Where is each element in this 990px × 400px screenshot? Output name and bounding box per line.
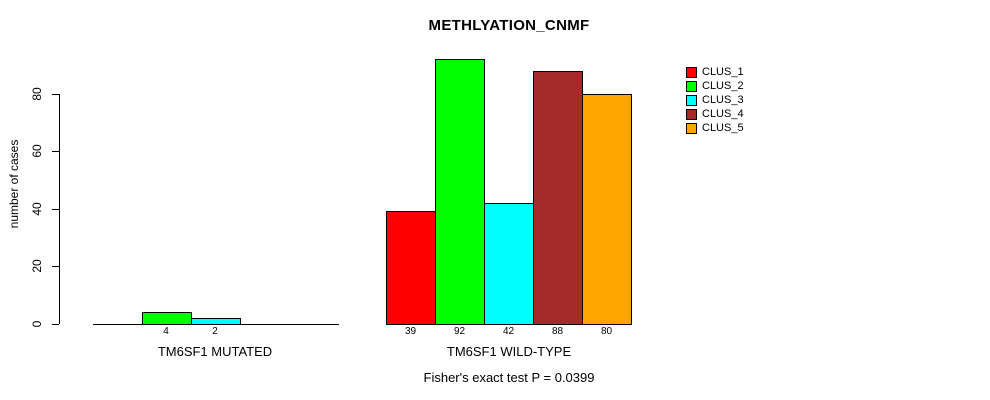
legend-swatch-icon bbox=[686, 94, 697, 106]
bar-value-label: 92 bbox=[453, 326, 466, 337]
bar-value-label: 2 bbox=[212, 326, 218, 337]
bar-clus_5 bbox=[582, 93, 632, 325]
legend-entry-clus_4: CLUS_4 bbox=[686, 108, 744, 122]
y-axis-tick-label: 40 bbox=[30, 201, 44, 216]
bar-value-label: 42 bbox=[502, 326, 515, 337]
legend-swatch-icon bbox=[686, 80, 697, 92]
y-axis-tick-label: 80 bbox=[30, 86, 44, 101]
legend: CLUS_1 CLUS_2 CLUS_3 CLUS_4 CLUS_5 bbox=[686, 65, 744, 136]
y-axis-tick bbox=[51, 323, 59, 325]
legend-label: CLUS_4 bbox=[702, 108, 744, 121]
bar-clus_4 bbox=[533, 70, 583, 325]
bar-value-label: 88 bbox=[551, 326, 564, 337]
y-axis-tick-label: 20 bbox=[30, 259, 44, 273]
y-axis-tick-label: 0 bbox=[30, 320, 44, 327]
bar-clus_3 bbox=[484, 202, 534, 325]
legend-swatch-icon bbox=[686, 109, 697, 121]
zero-bar-clus_1 bbox=[92, 323, 143, 325]
bar-clus_2 bbox=[141, 312, 192, 325]
fisher-test-annotation: Fisher's exact test P = 0.0399 bbox=[423, 370, 595, 385]
group-label-mutated: TM6SF1 MUTATED bbox=[157, 344, 273, 359]
legend-label: CLUS_1 bbox=[702, 65, 744, 78]
legend-entry-clus_5: CLUS_5 bbox=[686, 122, 744, 136]
legend-swatch-icon bbox=[686, 66, 697, 78]
legend-entry-clus_1: CLUS_1 bbox=[686, 65, 744, 79]
y-axis-tick bbox=[51, 151, 59, 152]
y-axis-tick bbox=[51, 208, 59, 210]
bar-clus_2 bbox=[435, 59, 485, 325]
bar-clus_3 bbox=[190, 317, 241, 325]
y-axis-title: number of cases bbox=[7, 139, 21, 229]
bar-clus_1 bbox=[386, 211, 436, 325]
y-axis-tick bbox=[51, 266, 59, 267]
legend-label: CLUS_3 bbox=[702, 93, 744, 106]
legend-entry-clus_2: CLUS_2 bbox=[686, 79, 744, 93]
legend-label: CLUS_5 bbox=[702, 122, 744, 135]
legend-swatch-icon bbox=[686, 123, 697, 135]
legend-entry-clus_3: CLUS_3 bbox=[686, 93, 744, 107]
group-label-wild-type: TM6SF1 WILD-TYPE bbox=[446, 344, 572, 359]
zero-bar-clus_4 bbox=[239, 323, 290, 325]
bar-value-label: 80 bbox=[600, 326, 613, 337]
zero-bar-clus_5 bbox=[288, 323, 339, 325]
y-axis-line bbox=[58, 93, 60, 324]
bar-value-label: 39 bbox=[404, 326, 417, 337]
y-axis-tick-label: 60 bbox=[30, 144, 44, 158]
chart-title: METHLYATION_CNMF bbox=[428, 17, 590, 34]
bar-value-label: 4 bbox=[163, 326, 169, 337]
legend-label: CLUS_2 bbox=[702, 79, 744, 92]
y-axis-tick bbox=[51, 93, 59, 95]
